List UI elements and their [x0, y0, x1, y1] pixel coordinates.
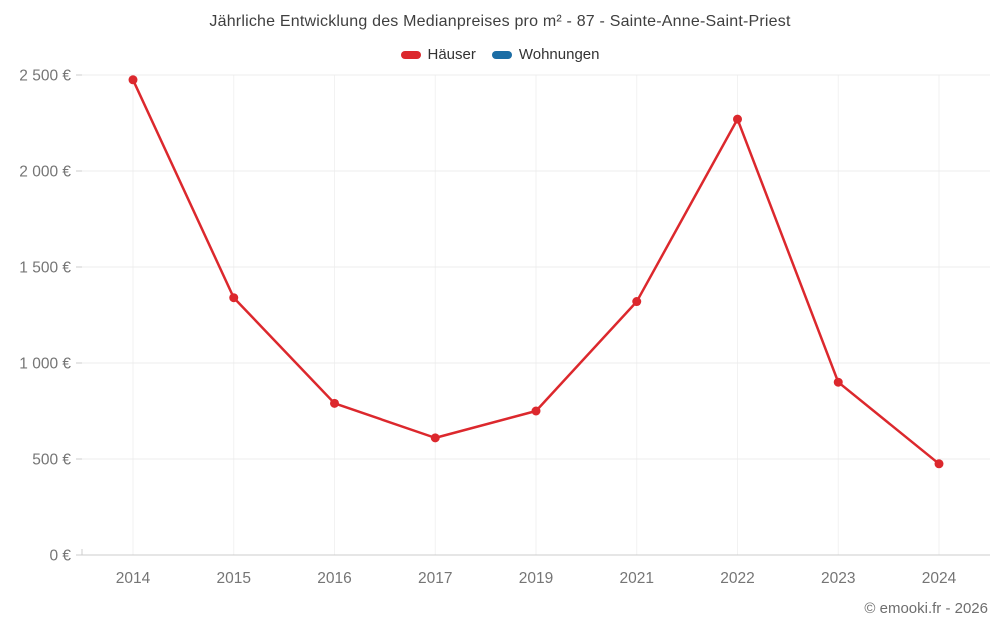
data-point-2015[interactable]: [229, 293, 239, 303]
footer-credit: © emooki.fr - 2026: [864, 600, 988, 617]
y-axis-tick-label: 1 000 €: [19, 356, 71, 373]
wohnungen-series-swatch-icon: [491, 50, 512, 59]
y-axis-tick-label: 2 500 €: [19, 68, 71, 85]
data-point-2024[interactable]: [934, 459, 944, 469]
data-point-2021[interactable]: [632, 297, 642, 307]
legend-label-wohnungen: Wohnungen: [518, 46, 600, 63]
haeuser-series-swatch-icon: [400, 50, 421, 59]
data-point-2023[interactable]: [833, 377, 843, 387]
data-point-2017[interactable]: [430, 433, 440, 443]
chart-legend: Häuser Wohnungen: [0, 46, 1000, 63]
x-axis-tick-label: 2022: [720, 570, 754, 587]
data-point-2019[interactable]: [531, 406, 541, 416]
legend-item-wohnungen[interactable]: Wohnungen: [491, 46, 600, 63]
x-axis-tick-label: 2015: [217, 570, 251, 587]
data-point-2014[interactable]: [128, 75, 138, 85]
y-axis-tick-label: 1 500 €: [19, 260, 71, 277]
chart-title: Jährliche Entwicklung des Medianpreises …: [209, 13, 791, 30]
x-axis-tick-label: 2014: [116, 570, 151, 587]
x-axis-tick-label: 2019: [519, 570, 553, 587]
legend-item-haeuser[interactable]: Häuser: [400, 46, 476, 63]
data-point-2016[interactable]: [330, 398, 339, 408]
x-axis-tick-label: 2024: [922, 570, 957, 587]
x-axis-tick-label: 2017: [418, 570, 452, 587]
x-axis-tick-label: 2016: [317, 570, 351, 587]
y-axis-tick-label: 2 000 €: [19, 164, 71, 181]
legend-label-haeuser: Häuser: [427, 46, 476, 63]
x-axis-tick-label: 2023: [821, 570, 855, 587]
y-axis-tick-label: 0 €: [49, 548, 71, 565]
x-axis-tick-label: 2021: [620, 570, 654, 587]
data-point-2022[interactable]: [733, 114, 742, 124]
y-axis-tick-label: 500 €: [32, 452, 71, 469]
